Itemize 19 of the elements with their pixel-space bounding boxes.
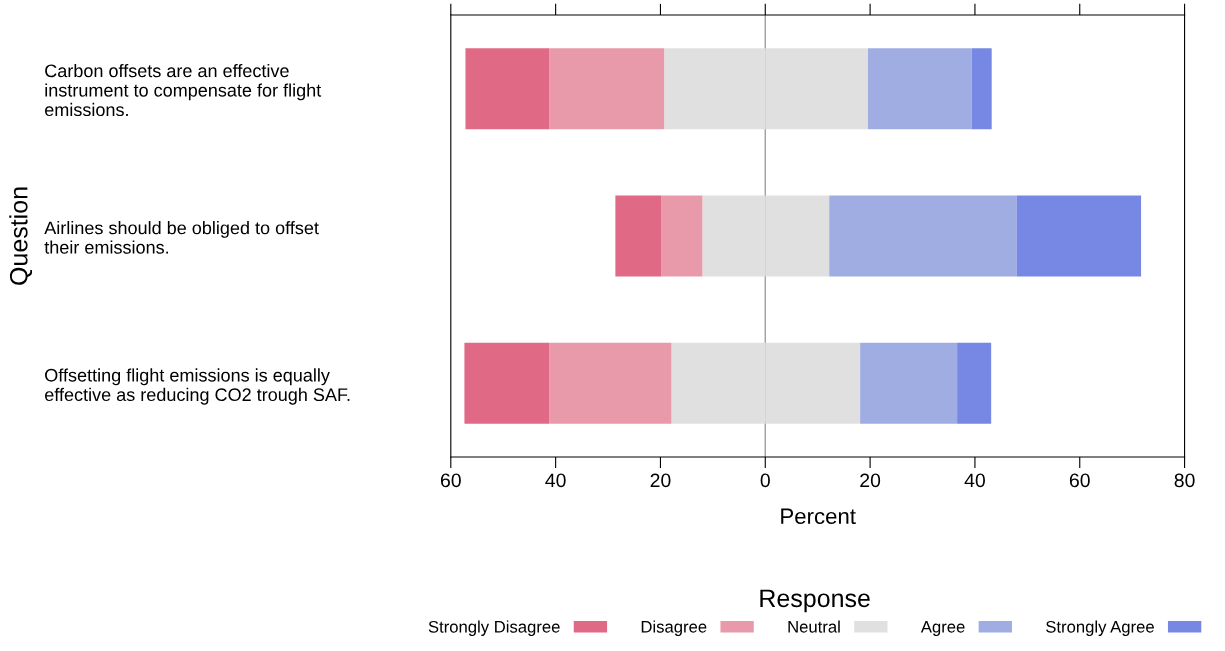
legend-title: Response (760, 589, 870, 613)
x-axis-title: Percent (781, 508, 856, 525)
legend-label: Disagree (641, 620, 707, 636)
legend-label: Strongly Agree (1046, 620, 1154, 636)
legend-label: Strongly Disagree (428, 620, 560, 636)
y-axis-title: Question (9, 187, 33, 285)
y-tick-label: Airlines should be obliged to offset their emissions. (44, 221, 319, 254)
x-tick-label: 20 (860, 473, 881, 488)
legend-label: Agree (920, 621, 965, 636)
x-tick-label: 60 (1069, 473, 1090, 488)
y-tick-label: Carbon offsets are an effective instrument to compensate for flight emissions. (45, 63, 322, 117)
x-tick-label: 20 (650, 473, 671, 488)
x-tick-label: 40 (545, 473, 566, 488)
x-tick-label: 60 (440, 473, 461, 488)
x-tick-label: 40 (964, 473, 985, 488)
y-tick-label: Offsetting flight emissions is equally effective as reducing CO2 trough SAF. (45, 368, 350, 405)
x-tick-label: 80 (1174, 473, 1195, 488)
legend-label: Neutral (788, 620, 840, 633)
x-tick-label: 0 (760, 473, 770, 488)
